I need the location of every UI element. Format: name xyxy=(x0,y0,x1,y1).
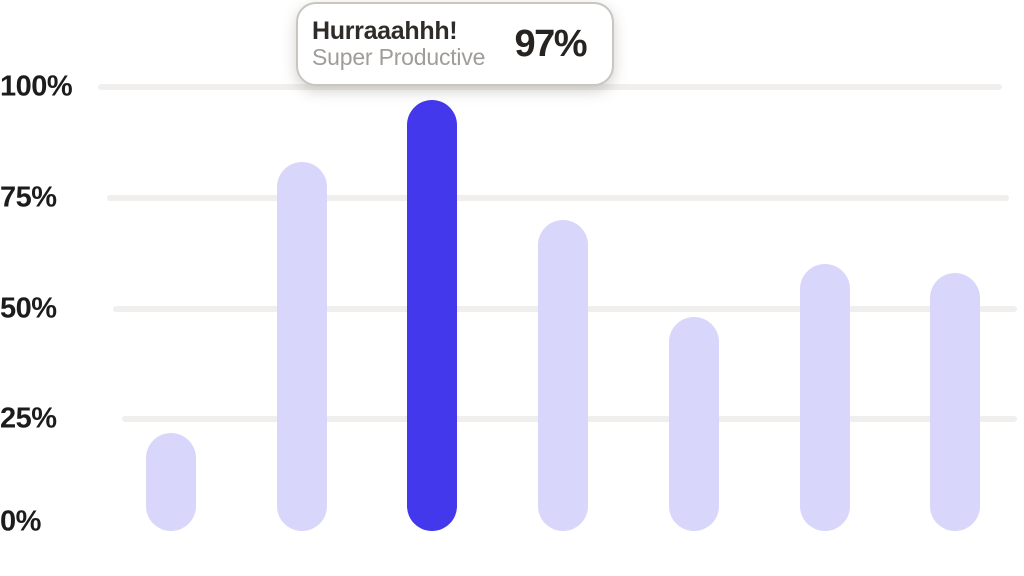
bar-highlighted[interactable] xyxy=(407,100,458,531)
y-tick-100: 100% xyxy=(0,70,73,103)
y-tick-75: 75% xyxy=(0,181,57,214)
tooltip-title: Hurraaahhh! xyxy=(312,17,458,46)
bar-5[interactable] xyxy=(668,317,719,531)
y-tick-50: 50% xyxy=(0,292,57,324)
gridline-75 xyxy=(107,194,1009,201)
tooltip: Hurraaahhh! Super Productive 97% xyxy=(296,2,614,86)
bar-1[interactable] xyxy=(146,432,196,531)
bar-2[interactable] xyxy=(276,162,327,531)
tooltip-value: 97% xyxy=(514,22,587,65)
gridline-100 xyxy=(98,84,1002,90)
bar-4[interactable] xyxy=(538,219,589,531)
bar-6[interactable] xyxy=(799,264,850,531)
tooltip-text-block: Hurraaahhh! Super Productive xyxy=(312,17,485,71)
tooltip-subtitle: Super Productive xyxy=(312,44,486,71)
bar-7[interactable] xyxy=(930,273,981,531)
y-tick-0: 0% xyxy=(0,505,41,537)
y-tick-25: 25% xyxy=(0,402,57,435)
